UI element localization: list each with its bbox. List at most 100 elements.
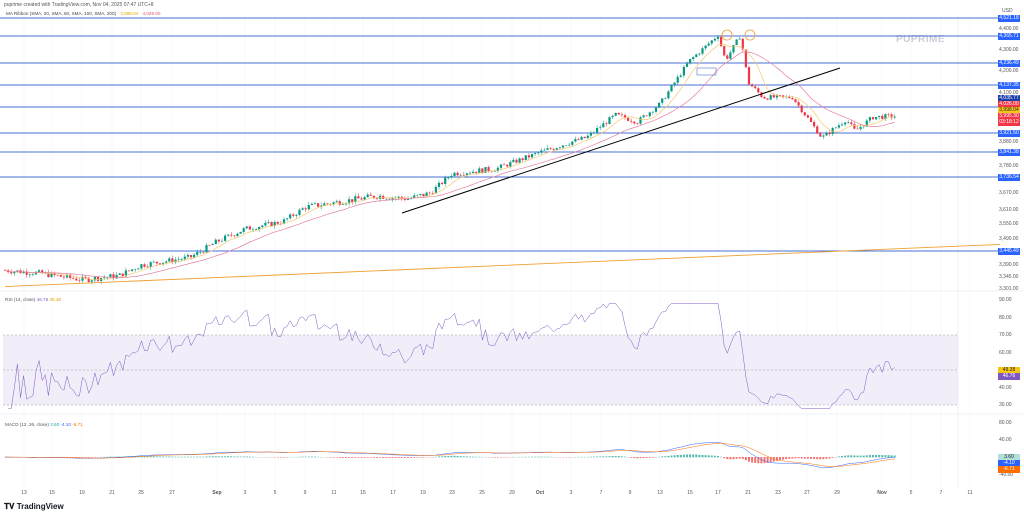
macd-histogram-bar xyxy=(208,456,211,458)
ma20-tag: 3,998.04 xyxy=(998,107,1020,114)
candle-body xyxy=(757,88,760,93)
candle-body xyxy=(537,152,540,154)
level-tag: 4,137.35 xyxy=(998,81,1020,89)
macd-histogram-bar xyxy=(252,456,254,458)
macd-histogram-bar xyxy=(456,455,459,458)
macd-histogram-bar xyxy=(744,457,747,461)
macd-histogram-bar xyxy=(307,456,310,458)
candle-body xyxy=(273,221,276,226)
price-axis-label: 4,100.00 xyxy=(999,90,1019,96)
candle-body xyxy=(372,195,375,199)
candle-body xyxy=(602,123,605,128)
candle-body xyxy=(124,270,127,277)
macd-histogram-bar xyxy=(589,456,592,458)
macd-histogram-bar xyxy=(620,456,623,458)
candle-body xyxy=(267,221,270,223)
macd-histogram-bar xyxy=(75,457,78,458)
macd-histogram-bar xyxy=(329,457,332,458)
candle-body xyxy=(196,252,199,255)
candle-body xyxy=(112,274,115,279)
macd-histogram-bar xyxy=(695,454,698,458)
macd-legend[interactable]: MACD (12, 26, close) 3.60 -4.10 -6.71 xyxy=(5,422,83,427)
macd-histogram-bar xyxy=(391,457,394,458)
chart-credit: puprime created with TradingView.com, No… xyxy=(4,2,154,8)
candle-body xyxy=(772,95,775,98)
macd-histogram-bar xyxy=(704,455,707,458)
candle-body xyxy=(627,117,630,121)
price-axis-label: 3,490.00 xyxy=(999,236,1019,242)
macd-histogram-bar xyxy=(676,454,679,458)
candle-body xyxy=(233,235,236,237)
candle-body xyxy=(599,127,602,128)
macd-histogram-bar xyxy=(661,456,664,458)
macd-axis-label: 40.00 xyxy=(999,437,1012,443)
candle-body xyxy=(174,259,177,263)
macd-histogram-bar xyxy=(602,456,605,458)
x-axis-tick: 9 xyxy=(303,490,307,496)
double-top-marker xyxy=(721,29,733,41)
macd-histogram-bar xyxy=(301,456,304,458)
candle-body xyxy=(96,276,100,281)
x-axis-tick: 27 xyxy=(169,490,175,496)
candle-body xyxy=(664,98,667,99)
candle-body xyxy=(840,124,844,126)
macd-histogram-bar xyxy=(853,455,856,458)
macd-histogram-bar xyxy=(800,457,803,459)
macd-histogram-bar xyxy=(397,457,400,458)
candle-body xyxy=(360,198,363,200)
candle-body xyxy=(583,136,586,139)
candle-body xyxy=(875,116,878,120)
puprime-logo: PUPRIME xyxy=(896,34,946,45)
candle-body xyxy=(887,114,890,115)
macd-histogram-bar xyxy=(617,456,620,458)
candle-body xyxy=(10,272,13,274)
x-axis-tick: 27 xyxy=(804,490,810,496)
macd-axis-label: -40.00 xyxy=(999,472,1014,478)
candle-body xyxy=(286,218,289,220)
candle-body xyxy=(276,221,279,224)
candle-body xyxy=(701,48,704,54)
candle-body xyxy=(81,276,84,281)
macd-histogram-bar xyxy=(630,457,633,458)
candle-body xyxy=(580,136,583,140)
candle-body xyxy=(565,145,568,146)
candle-body xyxy=(658,102,661,108)
candle-body xyxy=(561,145,565,148)
macd-histogram-bar xyxy=(779,457,781,461)
macd-histogram-bar xyxy=(221,456,223,458)
candle-body xyxy=(844,122,847,125)
macd-histogram-bar xyxy=(462,456,465,458)
macd-histogram-bar xyxy=(279,457,282,458)
candle-body xyxy=(369,194,372,196)
macd-histogram-bar xyxy=(878,454,881,458)
macd-histogram-bar xyxy=(394,457,397,458)
macd-histogram-bar xyxy=(62,457,65,458)
candle-body xyxy=(605,123,608,125)
indicator-legend[interactable]: MA Ribbon (SMA, 20, SMA, 50, SMA, 100, S… xyxy=(6,11,163,16)
macd-histogram-bar xyxy=(310,456,313,458)
candle-body xyxy=(183,256,186,260)
tradingview-logo[interactable]: 𝐓𝐕 TradingView xyxy=(4,502,64,512)
candle-body xyxy=(236,233,239,237)
indicator-name: MA Ribbon (SMA, 20, SMA, 50, SMA, 100, S… xyxy=(6,11,117,16)
candle-body xyxy=(230,234,233,236)
candle-body xyxy=(642,115,645,118)
macd-histogram-bar xyxy=(645,457,648,458)
x-axis-tick: Nov xyxy=(877,490,887,496)
candle-body xyxy=(16,270,19,272)
candle-body xyxy=(543,149,546,151)
macd-histogram-bar xyxy=(372,457,375,458)
rsi-legend[interactable]: RSI (14, close) 46.76 49.38 xyxy=(5,297,61,302)
candle-body xyxy=(475,171,478,173)
candle-body xyxy=(13,271,16,274)
candle-body xyxy=(468,173,472,174)
candle-body xyxy=(217,239,220,242)
ma-value-2: 4,026.00 xyxy=(142,11,161,16)
candle-body xyxy=(419,193,422,195)
candle-body xyxy=(828,132,831,135)
candle-body xyxy=(165,261,168,263)
candle-body xyxy=(462,174,465,176)
macd-histogram-bar xyxy=(735,457,738,459)
macd-histogram-bar xyxy=(763,457,766,464)
